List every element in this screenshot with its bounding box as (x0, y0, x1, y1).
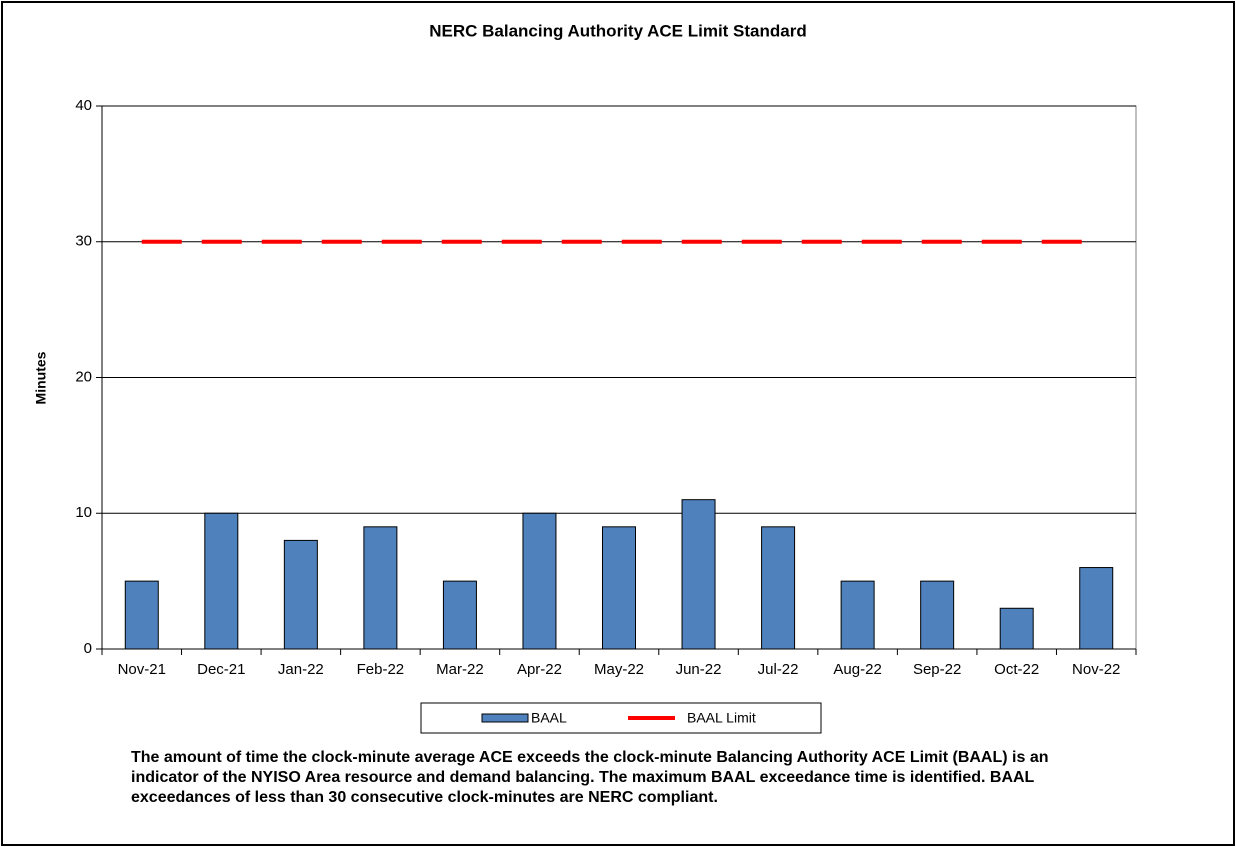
x-tick-label: Dec-21 (197, 661, 245, 678)
bar (283, 539, 318, 650)
bar (522, 512, 557, 650)
bar (204, 512, 239, 650)
y-tick-label: 0 (84, 640, 92, 657)
legend-label: BAAL (531, 710, 567, 726)
y-tick-label: 20 (75, 368, 92, 385)
x-tick-label: Jul-22 (758, 661, 799, 678)
x-tick-label: Aug-22 (833, 661, 881, 678)
x-tick-label: Feb-22 (357, 661, 405, 678)
footnote: The amount of time the clock-minute aver… (131, 749, 1049, 806)
bar (920, 580, 955, 650)
bar (442, 580, 477, 650)
x-tick-label: Jun-22 (676, 661, 722, 678)
bar (681, 499, 716, 650)
y-tick-label: 40 (75, 97, 92, 114)
x-tick-label: Nov-21 (118, 661, 166, 678)
bar (1079, 567, 1114, 650)
bar (363, 526, 398, 650)
bar (602, 526, 636, 650)
x-tick-label: Nov-22 (1072, 661, 1120, 678)
bar (999, 607, 1034, 650)
x-tick-label: Apr-22 (517, 661, 562, 678)
bar (840, 580, 875, 650)
x-tick-label: Oct-22 (994, 661, 1039, 678)
bar (124, 580, 159, 650)
legend-label: BAAL Limit (687, 710, 756, 726)
x-tick-label: May-22 (594, 661, 644, 678)
x-tick-label: Sep-22 (913, 661, 961, 678)
x-tick-label: Mar-22 (436, 661, 484, 678)
y-tick-label: 30 (75, 233, 92, 250)
y-tick-label: 10 (75, 504, 92, 521)
legend-box (420, 702, 822, 734)
x-tick-label: Jan-22 (278, 661, 324, 678)
y-axis-label: Minutes (33, 351, 49, 404)
chart-title: NERC Balancing Authority ACE Limit Stand… (429, 21, 807, 40)
legend-swatch (481, 713, 529, 723)
bar (761, 526, 796, 650)
